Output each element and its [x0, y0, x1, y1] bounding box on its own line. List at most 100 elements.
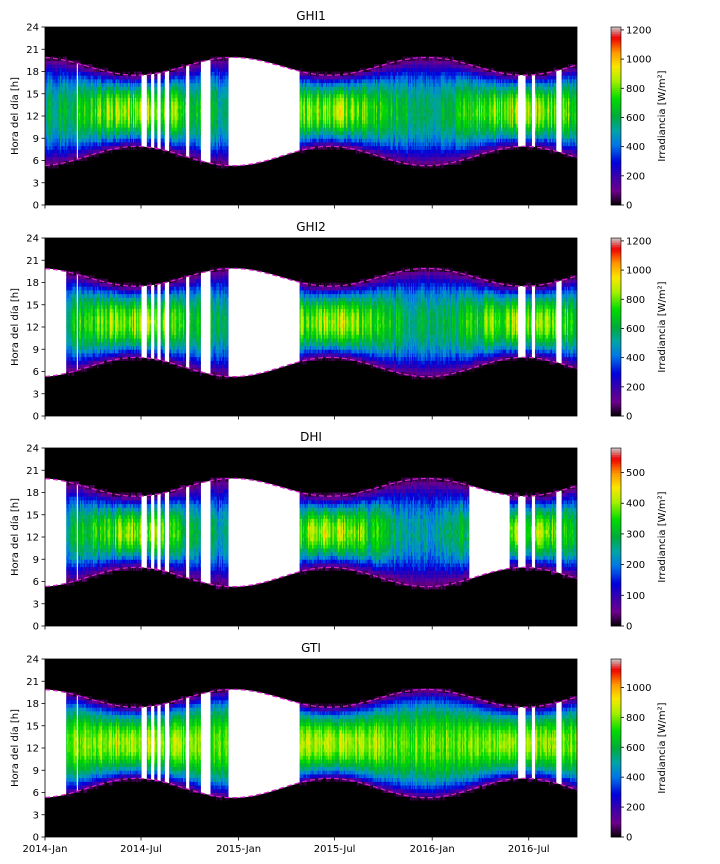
y-tick-label: 15 [26, 300, 39, 311]
no-data-column [532, 74, 535, 147]
no-data-column [490, 491, 493, 573]
no-data-column [294, 490, 296, 574]
colorbar-label: Irradiancia [W/m²] [657, 70, 668, 161]
no-data-column [256, 270, 258, 375]
no-data-column [231, 689, 234, 798]
no-data-column [294, 69, 296, 153]
no-data-column [233, 689, 236, 798]
no-data-column [186, 486, 188, 578]
no-data-column [266, 62, 269, 161]
colorbar-tick-label: 800 [626, 84, 645, 95]
no-data-column [51, 269, 54, 376]
no-data-column [522, 75, 525, 147]
no-data-column [518, 707, 520, 779]
no-data-column [228, 57, 231, 166]
no-data-column [505, 494, 508, 570]
no-data-column [298, 491, 301, 572]
no-data-column [270, 274, 273, 371]
no-data-column [168, 70, 170, 152]
colorbar-label: Irradiancia [W/m²] [657, 281, 668, 372]
no-data-column [521, 707, 523, 779]
no-data-column [243, 57, 246, 166]
no-data-column [61, 480, 64, 585]
no-data-column [228, 689, 231, 798]
no-data-column [557, 702, 560, 784]
no-data-column [494, 492, 497, 572]
no-data-column [57, 479, 60, 586]
no-data-column [489, 491, 492, 573]
no-data-column [276, 64, 278, 158]
no-data-column [294, 701, 296, 785]
colorbar-frame [610, 26, 622, 206]
no-data-column [231, 57, 234, 166]
no-data-column [272, 695, 274, 791]
no-data-column [249, 690, 252, 797]
no-data-column [246, 269, 249, 376]
no-data-column [55, 690, 58, 797]
no-data-column [257, 480, 259, 584]
no-data-column [282, 277, 285, 367]
no-data-column [534, 495, 536, 568]
no-data-column [262, 693, 265, 794]
no-data-column [486, 490, 488, 574]
no-data-column [238, 268, 240, 377]
colorbar-frame [610, 447, 622, 627]
y-tick-label: 21 [26, 256, 39, 267]
no-data-column [520, 496, 522, 568]
no-data-column [255, 59, 257, 164]
no-data-column [239, 478, 241, 587]
panel-ghi1: GHI1 0 3 6 9 12 15 18 21 24 Hora del día [h] 0 200 40… [9, 9, 668, 212]
colorbar-label: Irradiancia [W/m²] [657, 491, 668, 582]
no-data-column [258, 271, 260, 374]
no-data-column [269, 484, 272, 581]
no-data-column [152, 74, 154, 148]
no-data-column [200, 272, 203, 372]
no-data-column [205, 271, 207, 374]
no-data-column [54, 690, 57, 797]
colorbar: 0 100 200 300 400 500 Irradiancia [W/m²] [610, 447, 668, 633]
colorbar-tick-label: 600 [626, 743, 645, 754]
y-tick-label: 21 [26, 677, 39, 688]
no-data-column [188, 486, 190, 579]
no-data-column [263, 482, 266, 583]
no-data-column [52, 269, 55, 376]
no-data-column [255, 270, 257, 375]
no-data-column [151, 495, 153, 569]
no-data-column [252, 270, 255, 375]
no-data-column [241, 689, 243, 798]
no-data-column [501, 493, 503, 570]
no-data-column [560, 280, 563, 364]
no-data-column [267, 694, 270, 793]
no-data-column [270, 63, 273, 160]
y-tick-label: 6 [33, 577, 39, 588]
y-tick-label: 9 [33, 134, 39, 145]
no-data-column [250, 479, 253, 586]
no-data-column [240, 57, 242, 166]
no-data-column [205, 60, 207, 163]
no-data-column [187, 486, 189, 578]
no-data-column [158, 704, 161, 781]
no-data-column [53, 479, 56, 586]
no-data-column [290, 489, 292, 575]
no-data-column [259, 481, 261, 584]
no-data-column [246, 479, 249, 586]
no-data-column [152, 706, 154, 780]
no-data-column [238, 689, 240, 798]
no-data-column [496, 493, 499, 571]
no-data-column [234, 268, 237, 377]
no-data-column [243, 478, 246, 587]
no-data-column [267, 483, 270, 582]
x-tick-label: 2015-Jul [314, 844, 356, 855]
no-data-column [524, 707, 527, 779]
no-data-column [158, 493, 161, 570]
no-data-column [557, 281, 560, 363]
no-data-column [143, 495, 146, 568]
no-data-column [472, 486, 475, 578]
no-data-column [45, 268, 47, 377]
no-data-column [240, 268, 242, 377]
no-data-column [57, 690, 60, 797]
no-data-column [531, 74, 534, 147]
no-data-column [278, 276, 281, 369]
no-data-column [61, 270, 64, 375]
no-data-column [228, 478, 231, 587]
